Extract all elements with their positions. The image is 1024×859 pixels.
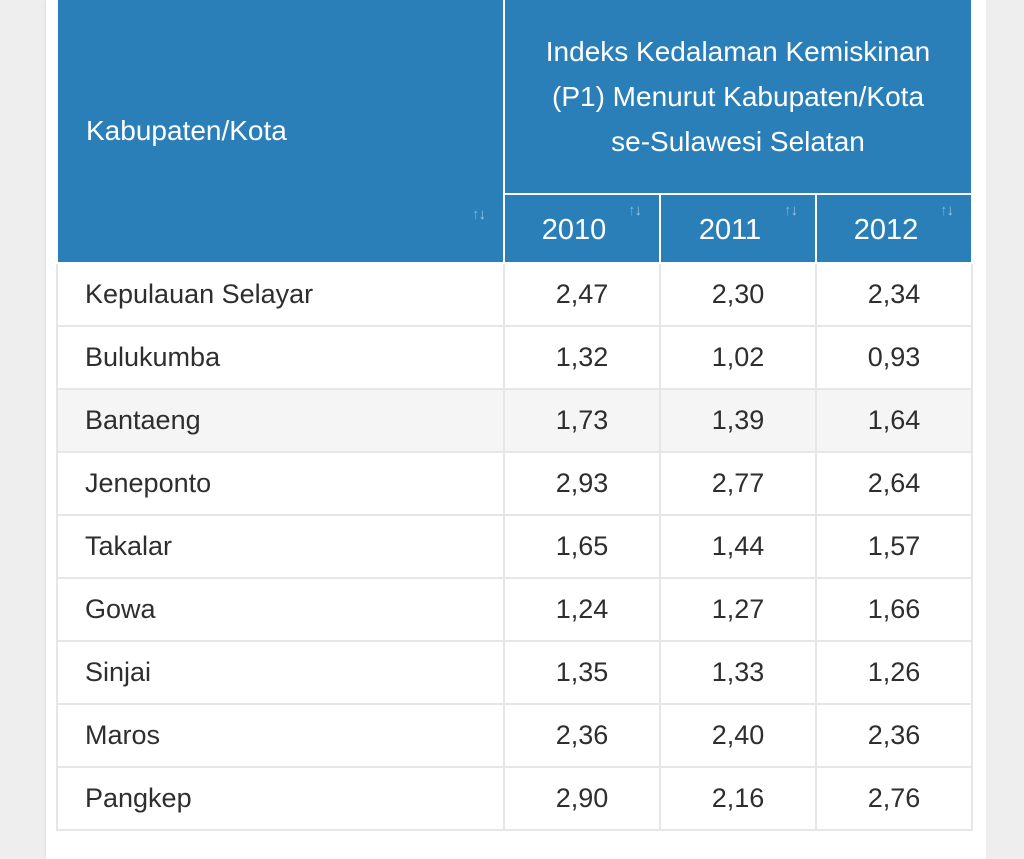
column-header-label: Kabupaten/Kota xyxy=(86,115,287,146)
table-row: Bulukumba 1,32 1,02 0,93 xyxy=(56,325,974,390)
table-row: Gowa 1,24 1,27 1,66 xyxy=(56,577,974,642)
cell-value-2012: 1,57 xyxy=(814,514,974,579)
cell-value-2011: 1,27 xyxy=(659,577,817,642)
cell-value-2011: 2,40 xyxy=(659,703,817,768)
cell-kabupaten-name: Bantaeng xyxy=(56,388,505,453)
cell-kabupaten-name: Kepulauan Selayar xyxy=(56,262,505,327)
sort-arrows-icon[interactable]: ↑↓ xyxy=(472,206,486,223)
column-header-year-label: 2012 xyxy=(853,214,919,246)
poverty-depth-table: Kabupaten/Kota ↑↓ Indeks Kedalaman Kemis… xyxy=(56,0,974,831)
cell-value-2012: 2,64 xyxy=(814,451,974,516)
table-row: Kepulauan Selayar 2,47 2,30 2,34 xyxy=(56,262,974,327)
cell-value-2012: 0,93 xyxy=(814,325,974,390)
cell-value-2011: 2,16 xyxy=(659,766,817,831)
cell-value-2011: 1,39 xyxy=(659,388,817,453)
cell-value-2011: 1,44 xyxy=(659,514,817,579)
cell-value-2010: 2,93 xyxy=(503,451,661,516)
cell-kabupaten-name: Takalar xyxy=(56,514,505,579)
cell-kabupaten-name: Jeneponto xyxy=(56,451,505,516)
cell-value-2012: 1,26 xyxy=(814,640,974,705)
column-header-year-label: 2011 xyxy=(698,214,762,246)
cell-kabupaten-name: Sinjai xyxy=(56,640,505,705)
column-header-kabupaten-kota[interactable]: Kabupaten/Kota ↑↓ xyxy=(56,0,505,264)
cell-value-2011: 1,33 xyxy=(659,640,817,705)
cell-value-2012: 2,36 xyxy=(814,703,974,768)
cell-value-2012: 2,34 xyxy=(814,262,974,327)
cell-value-2012: 2,76 xyxy=(814,766,974,831)
table-row: Maros 2,36 2,40 2,36 xyxy=(56,703,974,768)
cell-value-2011: 2,77 xyxy=(659,451,817,516)
table-row: Pangkep 2,90 2,16 2,76 xyxy=(56,766,974,831)
cell-kabupaten-name: Maros xyxy=(56,703,505,768)
cell-value-2011: 1,02 xyxy=(659,325,817,390)
sort-arrows-icon[interactable]: ↑↓ xyxy=(628,202,642,219)
cell-value-2012: 1,64 xyxy=(814,388,974,453)
cell-value-2011: 2,30 xyxy=(659,262,817,327)
cell-value-2010: 2,47 xyxy=(503,262,661,327)
column-header-2010[interactable]: 2010 ↑↓ xyxy=(503,194,661,264)
table-row: Takalar 1,65 1,44 1,57 xyxy=(56,514,974,579)
cell-value-2012: 1,66 xyxy=(814,577,974,642)
cell-value-2010: 2,90 xyxy=(503,766,661,831)
sort-arrows-icon[interactable]: ↑↓ xyxy=(940,202,954,219)
cell-value-2010: 1,24 xyxy=(503,577,661,642)
page-margin xyxy=(986,0,1024,859)
cell-value-2010: 2,36 xyxy=(503,703,661,768)
group-header-p1-index: Indeks Kedalaman Kemiskinan (P1) Menurut… xyxy=(502,0,974,195)
table-row: Bantaeng 1,73 1,39 1,64 xyxy=(56,388,974,453)
column-header-year-label: 2010 xyxy=(541,214,607,246)
cell-kabupaten-name: Pangkep xyxy=(56,766,505,831)
sort-arrows-icon[interactable]: ↑↓ xyxy=(784,202,798,219)
cell-value-2010: 1,65 xyxy=(503,514,661,579)
cell-kabupaten-name: Bulukumba xyxy=(56,325,505,390)
column-header-2012[interactable]: 2012 ↑↓ xyxy=(814,194,974,264)
cell-value-2010: 1,73 xyxy=(503,388,661,453)
cell-value-2010: 1,32 xyxy=(503,325,661,390)
cell-kabupaten-name: Gowa xyxy=(56,577,505,642)
table-row: Sinjai 1,35 1,33 1,26 xyxy=(56,640,974,705)
table-row: Jeneponto 2,93 2,77 2,64 xyxy=(56,451,974,516)
cell-value-2010: 1,35 xyxy=(503,640,661,705)
column-header-2011[interactable]: 2011 ↑↓ xyxy=(659,194,817,264)
